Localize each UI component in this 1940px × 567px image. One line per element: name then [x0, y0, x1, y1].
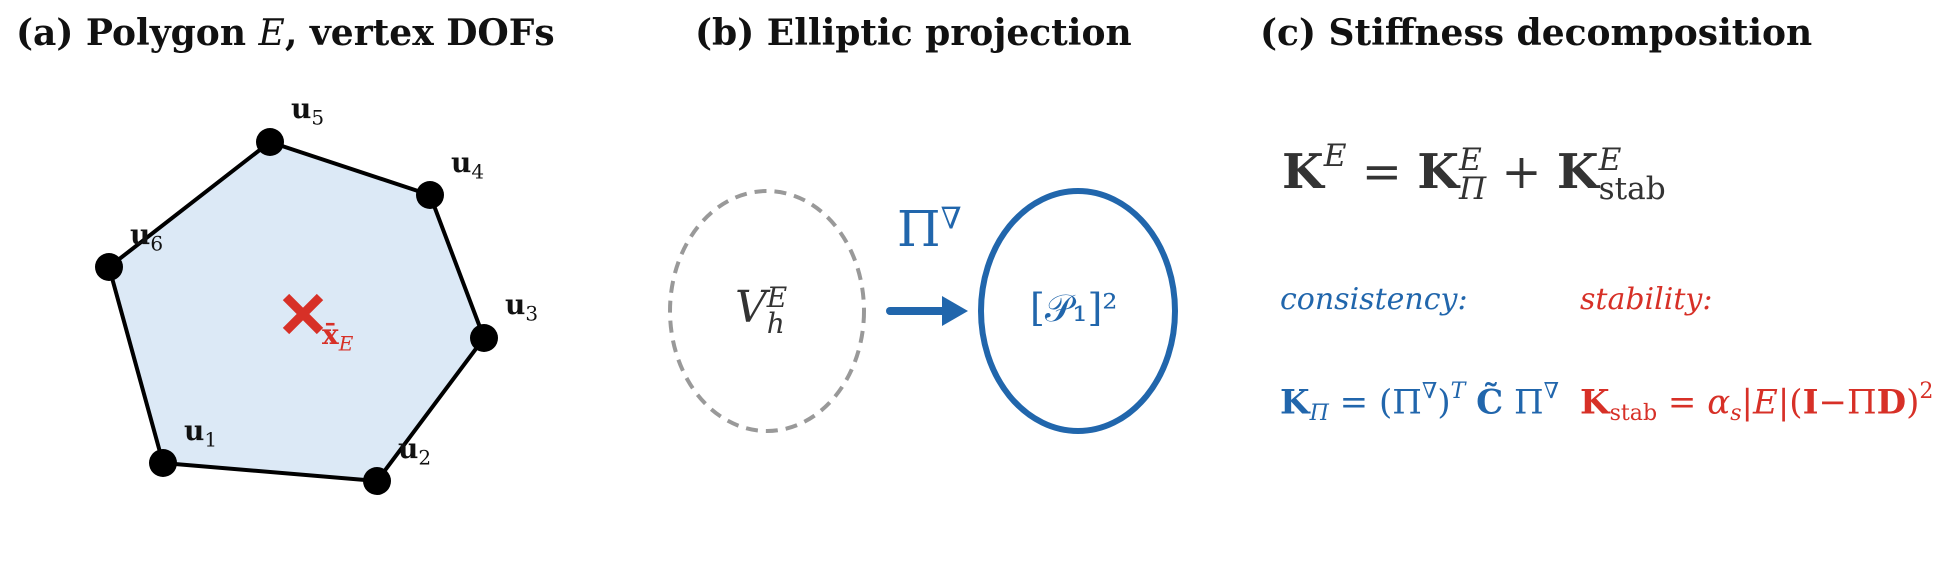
polynomial-space-label: [𝒫₁]²	[1030, 286, 1118, 330]
label-u3: u3	[505, 288, 539, 326]
panel-a-title: (a) Polygon E, vertex DOFs	[16, 12, 555, 54]
consistency-equation: K_Π = (Π^∇)^T C̃ Π^∇	[1280, 378, 1560, 427]
stability-equation: K_stab = α_s|E|(I−ΠD)^2	[1580, 378, 1934, 427]
stability-label: stability:	[1580, 282, 1713, 317]
centroid-label: x̄E	[322, 318, 354, 356]
panel-a-title-suffix: , vertex DOFs	[284, 12, 555, 54]
centroid-cross-icon	[282, 293, 324, 335]
panel-a-title-var: E	[258, 13, 285, 54]
vertex-u1	[149, 449, 177, 477]
label-u4: u4	[451, 146, 485, 184]
virtual-space-ellipse	[668, 189, 866, 433]
label-u5: u5	[291, 92, 325, 130]
label-u2: u2	[398, 432, 432, 470]
vertex-u4	[416, 181, 444, 209]
stiffness-decomposition-equation: K^E = K_Π^E + K_stab^E	[1282, 138, 1666, 208]
panel-a-title-prefix: (a) Polygon	[16, 12, 259, 54]
label-u6: u6	[130, 218, 164, 256]
consistency-label: consistency:	[1280, 282, 1468, 317]
polynomial-space-ellipse	[978, 188, 1178, 434]
projection-operator-label: Π∇	[897, 200, 962, 258]
projection-arrow-icon	[886, 296, 968, 326]
panel-c-title: (c) Stiffness decomposition	[1260, 12, 1813, 54]
vertex-u5	[256, 128, 284, 156]
panel-b-title: (b) Elliptic projection	[695, 12, 1132, 54]
vertex-u3	[470, 324, 498, 352]
vertex-u2	[363, 467, 391, 495]
vertex-u6	[95, 253, 123, 281]
label-u1: u1	[184, 414, 218, 452]
